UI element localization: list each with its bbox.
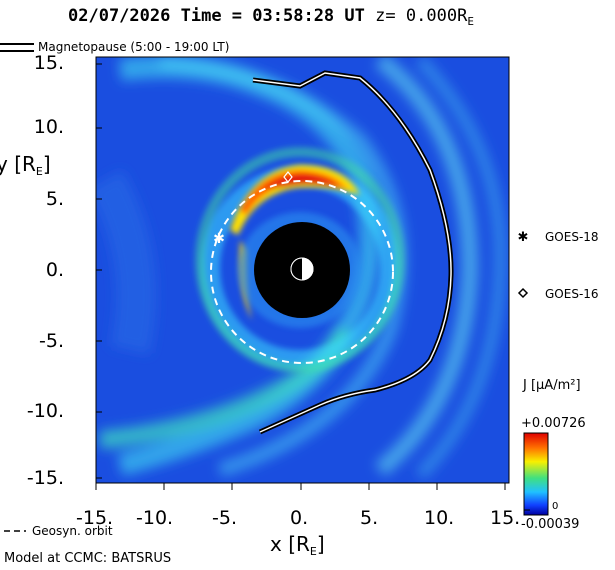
x-tick-label: 5. bbox=[360, 507, 379, 529]
plot-title: 02/07/2026 Time = 03:58:28 UT z= 0.000RE bbox=[68, 6, 474, 28]
x-tick-label: -5. bbox=[212, 507, 237, 529]
magnetopause-legend: Magnetopause (5:00 - 19:00 LT) bbox=[0, 40, 229, 54]
y-tick-label: -15. bbox=[26, 467, 64, 489]
goes18-legend-icon: ✱ bbox=[518, 230, 529, 245]
colorbar-quantity-label: J [μA/m²] bbox=[523, 378, 581, 393]
earth-terminator-icon bbox=[290, 257, 314, 281]
geosyn-orbit-circle bbox=[210, 180, 394, 364]
y-tick-label: -5. bbox=[39, 330, 64, 352]
goes18-marker-icon: ✱ bbox=[213, 231, 225, 247]
colorbar-min-label: -0.00039 bbox=[521, 517, 580, 532]
x-axis-label: x [RE] bbox=[270, 532, 325, 558]
colorbar-zero-label: 0 bbox=[552, 501, 559, 512]
title-time-unit: UT bbox=[344, 6, 365, 26]
x-tick-label: 10. bbox=[424, 507, 455, 529]
geosyn-legend-label: Geosyn. orbit bbox=[32, 524, 113, 538]
magnetopause-legend-swatch bbox=[0, 43, 34, 52]
y-axis-label: y [RE] bbox=[0, 152, 51, 178]
magnetopause-legend-label: Magnetopause (5:00 - 19:00 LT) bbox=[38, 40, 230, 54]
colorbar-max-label: +0.00726 bbox=[521, 416, 586, 431]
y-tick-label: 0. bbox=[45, 259, 64, 281]
goes16-label: GOES-16 bbox=[545, 287, 599, 301]
title-date: 02/07/2026 bbox=[68, 6, 171, 26]
y-tick-label: 5. bbox=[45, 188, 64, 210]
tick-marks bbox=[95, 63, 506, 490]
model-credit: Model at CCMC: BATSRUS bbox=[4, 551, 172, 566]
title-time-value: 03:58:28 bbox=[252, 6, 335, 26]
x-tick-label: 15. bbox=[490, 507, 521, 529]
y-tick-label: -10. bbox=[26, 400, 64, 422]
goes16-legend-icon bbox=[517, 287, 529, 299]
magnetopause-line bbox=[252, 70, 454, 435]
x-tick-label: -10. bbox=[136, 507, 174, 529]
goes16-marker-icon bbox=[283, 171, 293, 183]
goes18-label: GOES-18 bbox=[545, 230, 599, 244]
y-tick-label: 15. bbox=[33, 52, 64, 74]
x-tick-label: 0. bbox=[290, 507, 309, 529]
title-z: z= 0.000RE bbox=[375, 6, 474, 28]
colorbar bbox=[523, 432, 549, 516]
x-tick-label: -15. bbox=[76, 507, 114, 529]
title-time-label: Time = bbox=[180, 6, 243, 26]
y-tick-label: 10. bbox=[33, 116, 64, 138]
